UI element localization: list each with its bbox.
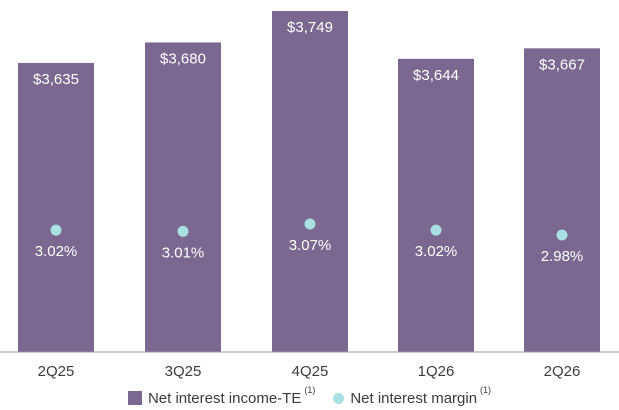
margin-points-layer: 3.02% 3.01% 3.07% 3.02% 2.98% xyxy=(35,218,584,265)
margin-value-label-4Q25: 3.07% xyxy=(289,237,332,254)
x-tick-label-3Q25: 3Q25 xyxy=(165,363,202,380)
margin-point-3Q25 xyxy=(177,225,189,237)
x-tick-label-2Q25: 2Q25 xyxy=(38,363,75,380)
legend-label-income: Net interest income-TE xyxy=(147,389,302,407)
legend-item-margin: Net interest margin (1) xyxy=(333,385,491,407)
bar-value-label-3Q25: $3,680 xyxy=(160,50,206,67)
legend-footnote-margin: (1) xyxy=(480,384,492,395)
bar-2Q26 xyxy=(524,48,600,352)
x-tick-label-2Q26: 2Q26 xyxy=(544,363,581,380)
bar-value-label-2Q25: $3,635 xyxy=(33,71,79,88)
margin-point-2Q25 xyxy=(50,224,62,236)
margin-point-4Q25 xyxy=(304,218,316,230)
x-tick-label-4Q25: 4Q25 xyxy=(292,363,329,380)
x-axis-ticks: 2Q25 3Q25 4Q25 1Q26 2Q26 xyxy=(38,363,581,380)
margin-value-label-3Q25: 3.01% xyxy=(162,244,205,261)
legend-label-margin: Net interest margin xyxy=(350,389,478,407)
bar-value-label-4Q25: $3,749 xyxy=(287,19,333,36)
bar-value-label-1Q26: $3,644 xyxy=(413,67,459,84)
bar-value-label-2Q26: $3,667 xyxy=(539,56,585,73)
x-tick-label-1Q26: 1Q26 xyxy=(418,363,455,380)
bars-layer: $3,635 $3,680 $3,749 $3,644 $3,667 xyxy=(18,11,600,353)
bar-3Q25 xyxy=(145,42,221,352)
legend-swatch-margin xyxy=(333,392,345,404)
bar-4Q25 xyxy=(272,11,348,352)
bar-2Q25 xyxy=(18,62,94,352)
margin-value-label-1Q26: 3.02% xyxy=(415,243,458,260)
margin-value-label-2Q25: 3.02% xyxy=(35,243,78,260)
net-interest-chart: $3,635 $3,680 $3,749 $3,644 $3,667 3.02% 3.01… xyxy=(0,11,619,380)
legend-footnote-income: (1) xyxy=(304,384,316,395)
margin-value-label-2Q26: 2.98% xyxy=(541,248,584,265)
margin-point-2Q26 xyxy=(556,229,568,241)
bar-1Q26 xyxy=(398,58,474,353)
margin-point-1Q26 xyxy=(430,224,442,236)
legend: Net interest income-TE (1) Net interest … xyxy=(0,385,619,410)
legend-swatch-income xyxy=(127,391,142,405)
legend-item-income: Net interest income-TE (1) xyxy=(127,385,315,407)
